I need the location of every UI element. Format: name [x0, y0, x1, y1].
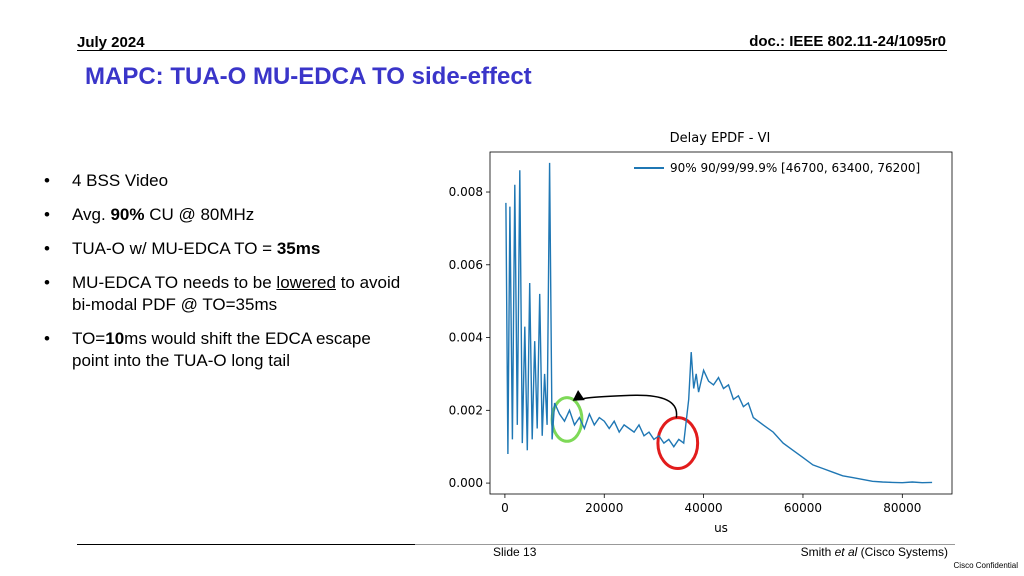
y-tick-label: 0.000 [449, 476, 483, 490]
header-doc-id: doc.: IEEE 802.11-24/1095r0 [749, 33, 946, 50]
bullet-dot: • [44, 239, 50, 258]
slide-title: MAPC: TUA-O MU-EDCA TO side-effect [85, 63, 532, 90]
header-rule [77, 50, 947, 51]
x-tick-label: 20000 [585, 501, 623, 515]
plot-frame [489, 151, 953, 495]
y-tick-label: 0.008 [449, 185, 483, 199]
bullet-item: • TO=10ms would shift the EDCA escape po… [44, 329, 371, 370]
chart-title: Delay EPDF - VI [670, 131, 771, 146]
bullet-dot: • [44, 273, 50, 292]
bullet-item: • Avg. 90% CU @ 80MHz [44, 205, 255, 224]
header-date: July 2024 [77, 34, 145, 51]
highlight-circle [656, 416, 700, 471]
x-tick-label: 60000 [784, 501, 822, 515]
x-tick-label: 80000 [883, 501, 921, 515]
bullet-dot: • [44, 205, 50, 224]
delay-epdf-chart: Delay EPDF - VI 0 20000 40000 60000 80000 0.0… [449, 131, 953, 535]
bullet-item: • MU-EDCA TO needs to be lowered to avoi… [44, 273, 401, 314]
x-tick-label: 0 [501, 501, 509, 515]
series-line [505, 162, 933, 484]
y-tick-label: 0.006 [449, 258, 483, 272]
slide-number: Slide 13 [493, 545, 537, 559]
footer-author: Smith et al (Cisco Systems) [800, 545, 948, 559]
x-tick-label: 40000 [685, 501, 723, 515]
x-axis-label: us [714, 521, 728, 535]
y-tick-label: 0.002 [449, 403, 483, 417]
confidential-label: Cisco Confidential [953, 561, 1018, 570]
bullet-item: • TUA-O w/ MU-EDCA TO = 35ms [44, 239, 321, 258]
y-tick-label: 0.004 [449, 331, 483, 345]
legend-label: 90% 90/99/99.9% [46700, 63400, 76200] [670, 161, 920, 175]
footer-rule-right [415, 544, 955, 545]
shift-arrow [572, 389, 678, 418]
legend: 90% 90/99/99.9% [46700, 63400, 76200] [634, 161, 920, 175]
bullet-dot: • [44, 329, 50, 348]
bullet-dot: • [44, 171, 50, 190]
bullet-item: • 4 BSS Video [44, 171, 169, 190]
footer-rule-left [77, 544, 415, 545]
bullet-list: • 4 BSS Video • Avg. 90% CU @ 80MHz • TU… [44, 170, 404, 384]
